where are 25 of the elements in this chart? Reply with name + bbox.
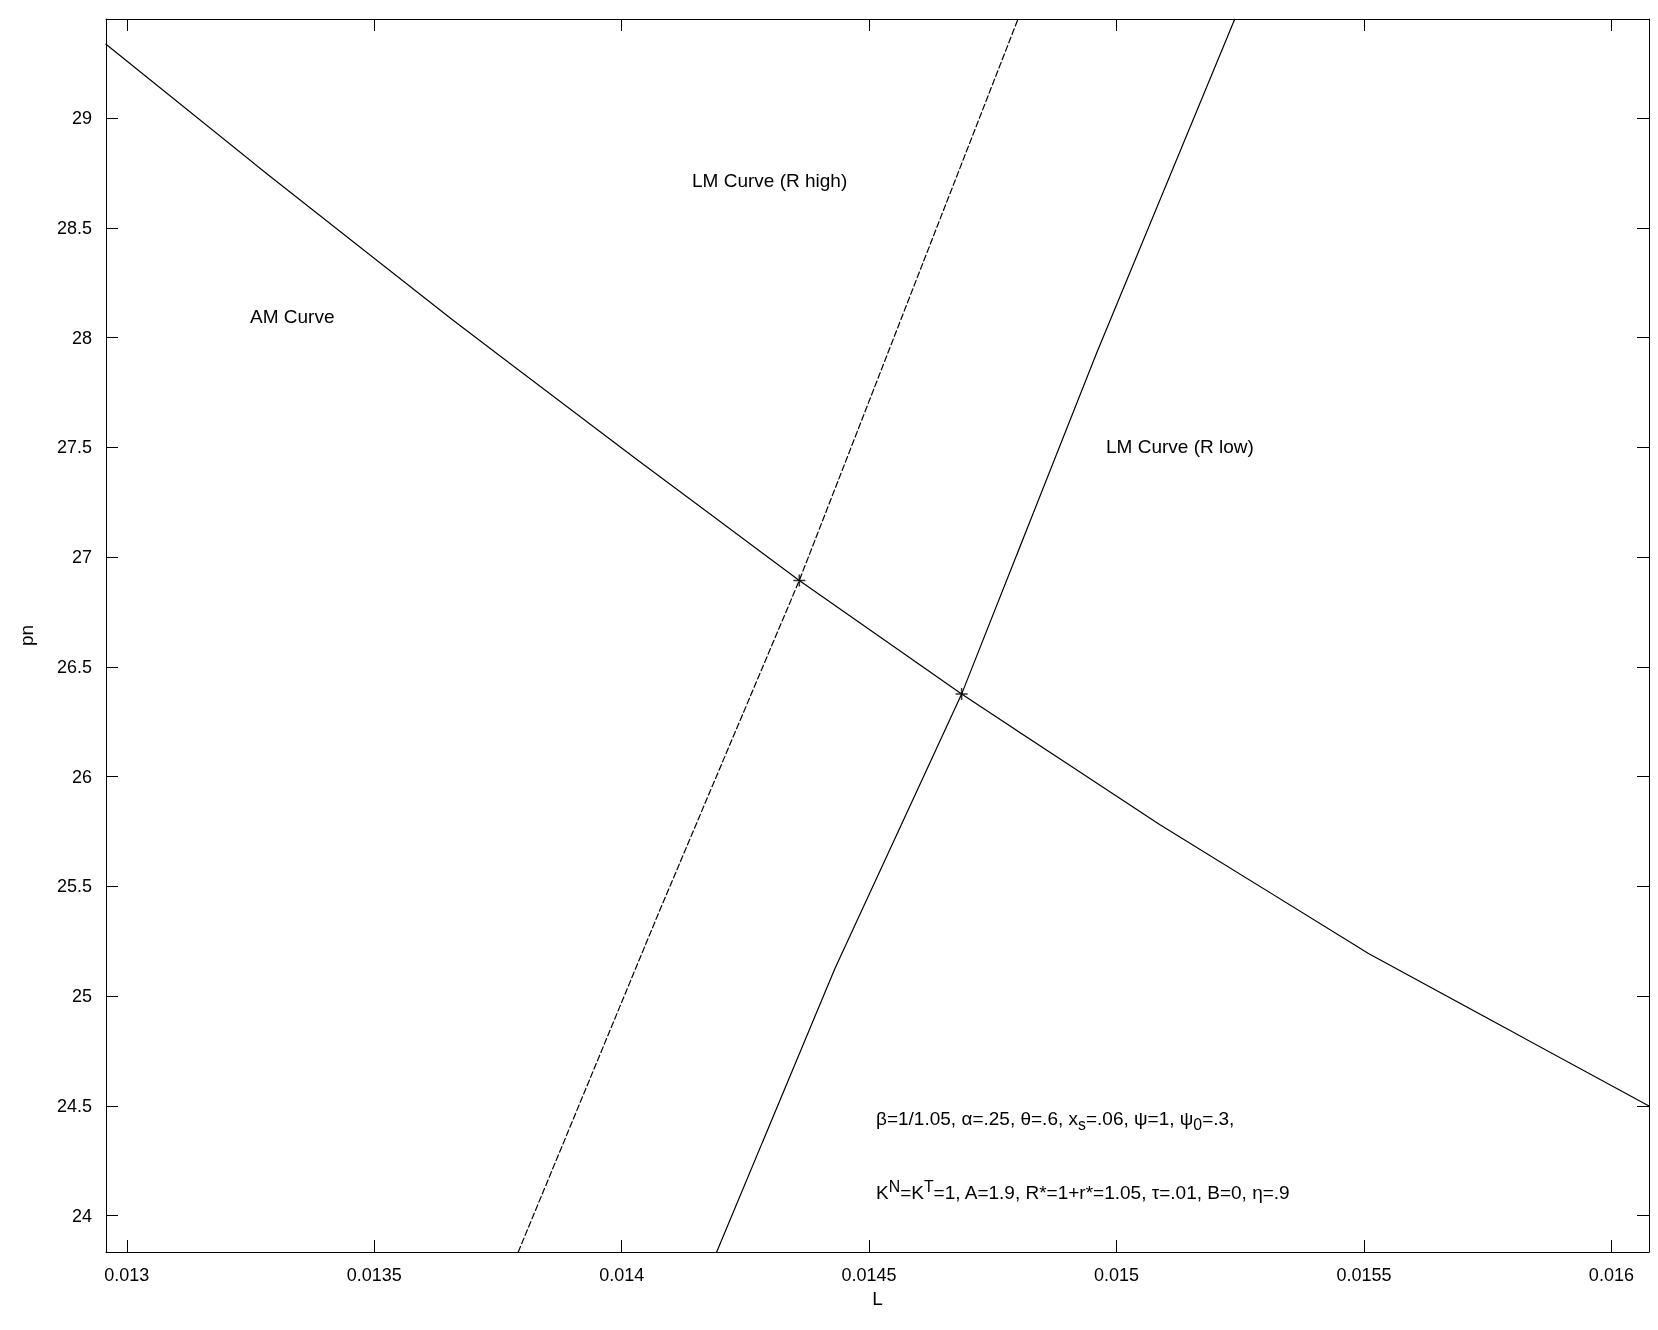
x-tick-label: 0.0155 (1336, 1265, 1392, 1285)
y-tick-label: 26 (71, 766, 92, 787)
y-tick-label: 26.5 (56, 656, 92, 677)
annotation: LM Curve (R low) (1106, 436, 1254, 458)
y-axis-title: pn (16, 624, 37, 647)
x-tick-label: 0.013 (104, 1265, 150, 1285)
y-tick-label: 24 (71, 1205, 92, 1226)
y-tick-label: 29 (71, 108, 92, 129)
annotation: K$^{N}$=K$^{T}$=1, A=1.9, R*=1+r*=1.05, τ=.01, B=0, η=.9 (876, 1178, 1290, 1205)
x-tick-label: 0.014 (599, 1265, 645, 1285)
y-tick-label: 25.5 (56, 876, 92, 897)
annotation: AM Curve (250, 306, 335, 328)
y-tick-label: 25 (71, 986, 92, 1007)
y-tick-label: 28.5 (56, 217, 92, 238)
x-tick-label: 0.016 (1588, 1265, 1634, 1285)
y-tick-label: 24.5 (56, 1095, 92, 1116)
x-tick-label: 0.015 (1094, 1265, 1140, 1285)
y-tick-label: 28 (71, 327, 92, 348)
y-tick-label: 27 (71, 547, 92, 568)
y-tick-label: 27.5 (56, 437, 92, 458)
annotation: β=1/1.05, α=.25, θ=.6, x$_{s}$=.06, ψ=1, ψ$_{0}$=.3, (876, 1108, 1235, 1134)
x-tick-label: 0.0135 (346, 1265, 402, 1285)
x-tick-label: 0.0145 (841, 1265, 897, 1285)
annotation: LM Curve (R high) (692, 170, 848, 192)
x-axis-title: L (872, 1287, 883, 1309)
